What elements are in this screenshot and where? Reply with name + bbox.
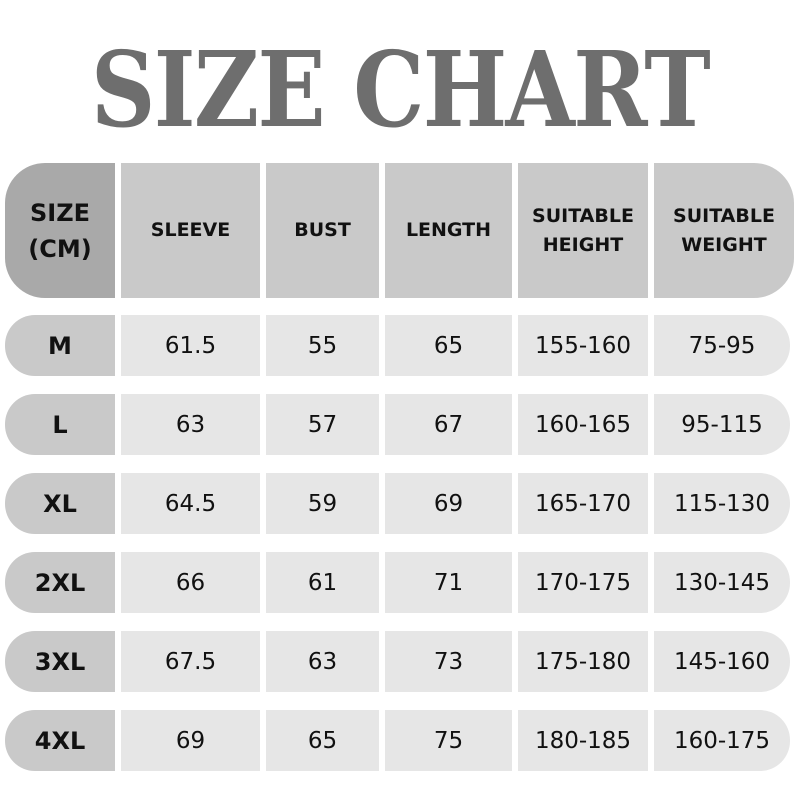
cell-suitable-height: 155-160 — [518, 315, 648, 376]
cell-suitable-height: 160-165 — [518, 394, 648, 455]
cell-length: 75 — [385, 710, 512, 771]
cell-suitable-weight: 115-130 — [654, 473, 790, 534]
cell-size: 2XL — [5, 552, 115, 613]
cell-length: 65 — [385, 315, 512, 376]
cell-suitable-weight: 145-160 — [654, 631, 790, 692]
cell-sleeve: 63 — [121, 394, 260, 455]
header-suitable-weight: SUITABLE WEIGHT — [654, 163, 794, 298]
header-label: HEIGHT — [542, 233, 624, 256]
cell-length: 67 — [385, 394, 512, 455]
header-label: SLEEVE — [150, 219, 231, 241]
cell-size: L — [5, 394, 115, 455]
cell-bust: 55 — [266, 315, 379, 376]
header-label: SUITABLE — [532, 204, 634, 227]
cell-size: XL — [5, 473, 115, 534]
header-label: LENGTH — [405, 219, 492, 241]
cell-suitable-height: 170-175 — [518, 552, 648, 613]
cell-bust: 57 — [266, 394, 379, 455]
header-length: LENGTH — [385, 163, 512, 298]
cell-sleeve: 61.5 — [121, 315, 260, 376]
cell-bust: 63 — [266, 631, 379, 692]
header-size: SIZE (CM) — [5, 163, 115, 298]
header-sleeve: SLEEVE — [121, 163, 260, 298]
cell-sleeve: 64.5 — [121, 473, 260, 534]
cell-suitable-height: 180-185 — [518, 710, 648, 771]
cell-size: M — [5, 315, 115, 376]
header-label: (CM) — [28, 234, 92, 263]
header-suitable-height: SUITABLE HEIGHT — [518, 163, 648, 298]
header-label: SIZE — [29, 198, 90, 227]
cell-sleeve: 69 — [121, 710, 260, 771]
cell-bust: 59 — [266, 473, 379, 534]
cell-bust: 61 — [266, 552, 379, 613]
cell-length: 69 — [385, 473, 512, 534]
cell-suitable-weight: 160-175 — [654, 710, 790, 771]
cell-suitable-weight: 130-145 — [654, 552, 790, 613]
header-label: SUITABLE — [673, 204, 775, 227]
header-bust: BUST — [266, 163, 379, 298]
cell-length: 73 — [385, 631, 512, 692]
cell-bust: 65 — [266, 710, 379, 771]
cell-length: 71 — [385, 552, 512, 613]
cell-suitable-weight: 95-115 — [654, 394, 790, 455]
header-label: WEIGHT — [681, 233, 767, 256]
cell-size: 4XL — [5, 710, 115, 771]
cell-suitable-weight: 75-95 — [654, 315, 790, 376]
cell-sleeve: 66 — [121, 552, 260, 613]
cell-size: 3XL — [5, 631, 115, 692]
header-label: BUST — [294, 219, 351, 241]
cell-suitable-height: 165-170 — [518, 473, 648, 534]
page-title: SIZE CHART — [90, 28, 711, 151]
cell-sleeve: 67.5 — [121, 631, 260, 692]
cell-suitable-height: 175-180 — [518, 631, 648, 692]
